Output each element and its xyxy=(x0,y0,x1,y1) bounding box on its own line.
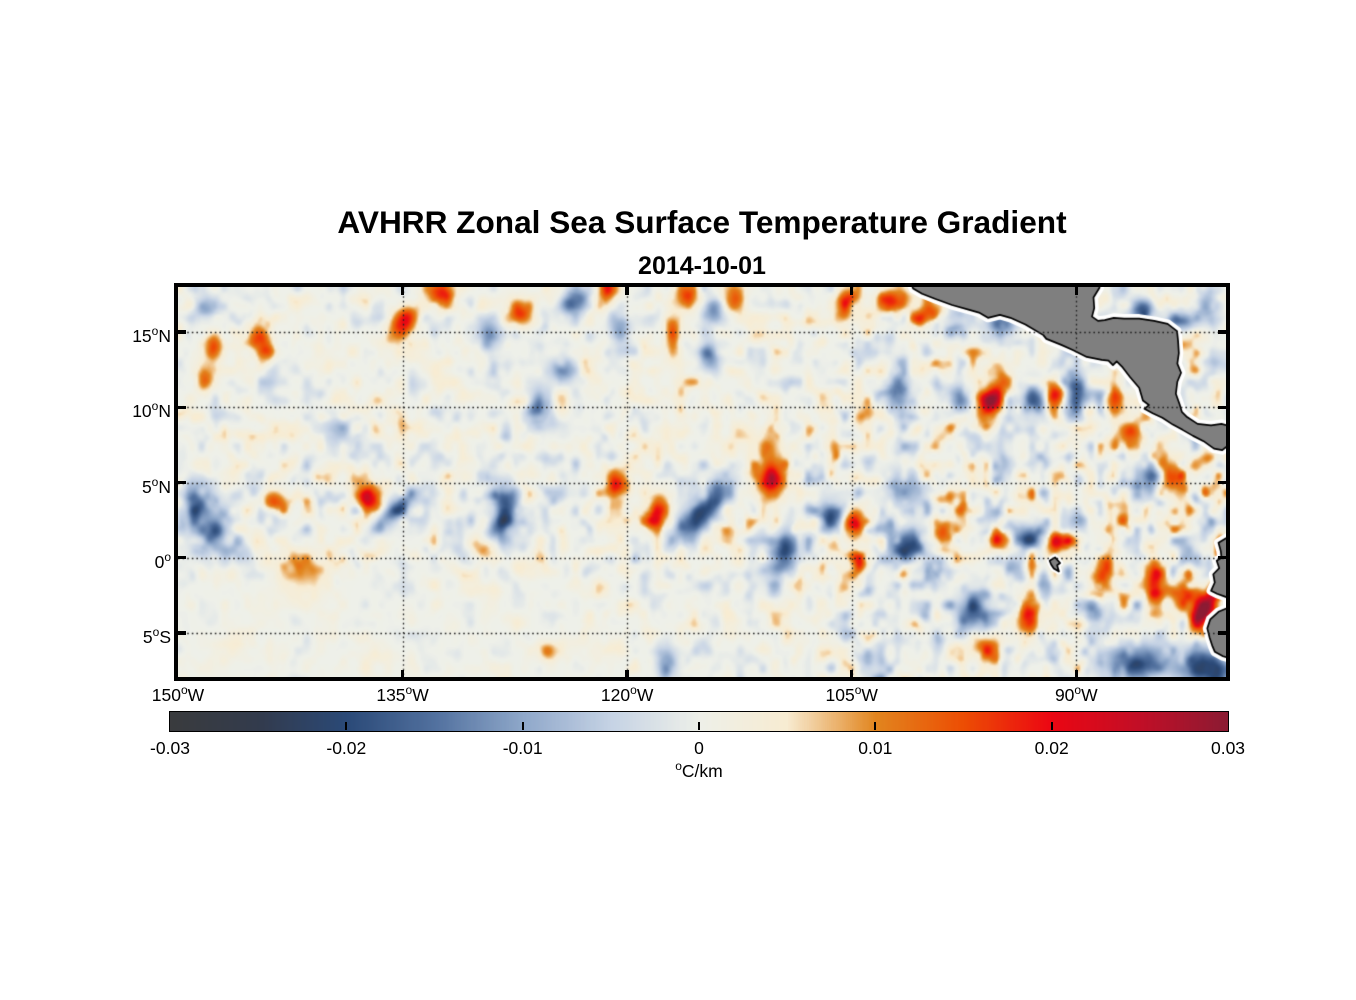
y-tick-left xyxy=(178,555,186,560)
hemisphere-letter: N xyxy=(158,326,171,347)
tick-value: 135 xyxy=(376,685,406,705)
x-tick-top xyxy=(400,287,405,295)
hemisphere-letter: W xyxy=(412,685,429,705)
degree-symbol: o xyxy=(164,549,171,564)
y-tick-left xyxy=(178,631,186,635)
x-tick-label: 105oW xyxy=(792,684,912,705)
x-tick-label: 90oW xyxy=(1016,684,1136,705)
colorbar-tick xyxy=(521,722,524,730)
x-tick-top xyxy=(1074,287,1079,295)
degree-symbol: o xyxy=(180,683,188,697)
x-tick-bottom xyxy=(400,670,405,678)
hemisphere-letter: N xyxy=(158,401,171,422)
y-tick-label: 10oN xyxy=(51,400,171,422)
hemisphere-letter: W xyxy=(861,685,878,705)
colorbar-tick xyxy=(1050,722,1053,730)
x-tick-label: 150oW xyxy=(118,684,238,705)
y-tick-right xyxy=(1218,330,1226,334)
chart-subtitle: 2014-10-01 xyxy=(638,252,766,280)
x-tick-bottom xyxy=(849,670,854,678)
x-tick-bottom xyxy=(625,670,629,678)
x-tick-top xyxy=(625,287,629,295)
colorbar-tick-label: -0.02 xyxy=(326,738,367,758)
x-tick-label: 135oW xyxy=(343,684,463,705)
degree-symbol: o xyxy=(151,474,159,489)
hemisphere-letter: N xyxy=(158,476,171,497)
colorbar-tick-label: 0.01 xyxy=(858,738,893,758)
degree-symbol: o xyxy=(151,399,159,414)
colorbar-gradient xyxy=(170,712,1228,731)
colorbar-unit-label: oC/km xyxy=(170,759,1228,781)
colorbar-tick xyxy=(874,722,877,730)
colorbar-tick-label: -0.03 xyxy=(150,738,190,758)
degree-symbol: o xyxy=(854,683,862,697)
hemisphere-letter: W xyxy=(187,685,205,705)
colorbar-tick-label: 0 xyxy=(694,738,704,758)
tick-value: 15 xyxy=(132,326,152,347)
degree-symbol: o xyxy=(405,683,413,697)
tick-value: 0 xyxy=(154,551,165,572)
hemisphere-letter: W xyxy=(1081,685,1098,705)
x-tick-top xyxy=(849,287,854,295)
tick-value: 10 xyxy=(132,401,152,422)
colorbar-tick xyxy=(698,722,700,730)
colorbar-unit-text: C/km xyxy=(681,761,723,781)
y-tick-right xyxy=(1218,405,1226,410)
hemisphere-letter: S xyxy=(159,626,171,647)
y-tick-label: 15oN xyxy=(51,325,171,347)
tick-value: 90 xyxy=(1054,685,1075,705)
chart-title: AVHRR Zonal Sea Surface Temperature Grad… xyxy=(337,204,1067,240)
tick-value: 120 xyxy=(600,685,631,705)
y-tick-label: 0o xyxy=(51,551,171,572)
map-heatmap-canvas xyxy=(178,287,1226,678)
tick-value: 105 xyxy=(825,685,855,705)
tick-value: 5 xyxy=(141,476,152,497)
y-tick-right xyxy=(1218,555,1226,560)
degree-symbol: o xyxy=(151,324,159,339)
degree-symbol: o xyxy=(152,624,160,639)
colorbar-tick xyxy=(345,722,348,730)
y-tick-label: 5oS xyxy=(51,626,171,647)
degree-symbol: o xyxy=(675,759,682,773)
degree-symbol: o xyxy=(1074,683,1082,697)
colorbar-tick-label: -0.01 xyxy=(502,738,543,758)
degree-symbol: o xyxy=(630,683,637,697)
colorbar-tick-label: 0.03 xyxy=(1210,738,1246,758)
hemisphere-letter: W xyxy=(636,685,654,705)
y-tick-right xyxy=(1218,631,1226,635)
y-tick-left xyxy=(178,405,186,410)
y-tick-left xyxy=(178,330,186,334)
y-tick-label: 5oN xyxy=(51,476,171,497)
tick-value: 150 xyxy=(151,685,181,705)
y-tick-left xyxy=(178,480,186,485)
x-tick-bottom xyxy=(1074,670,1079,678)
colorbar-tick-label: 0.02 xyxy=(1034,738,1069,758)
y-tick-right xyxy=(1218,480,1226,485)
tick-value: 5 xyxy=(142,626,153,647)
x-tick-label: 120oW xyxy=(567,684,687,705)
